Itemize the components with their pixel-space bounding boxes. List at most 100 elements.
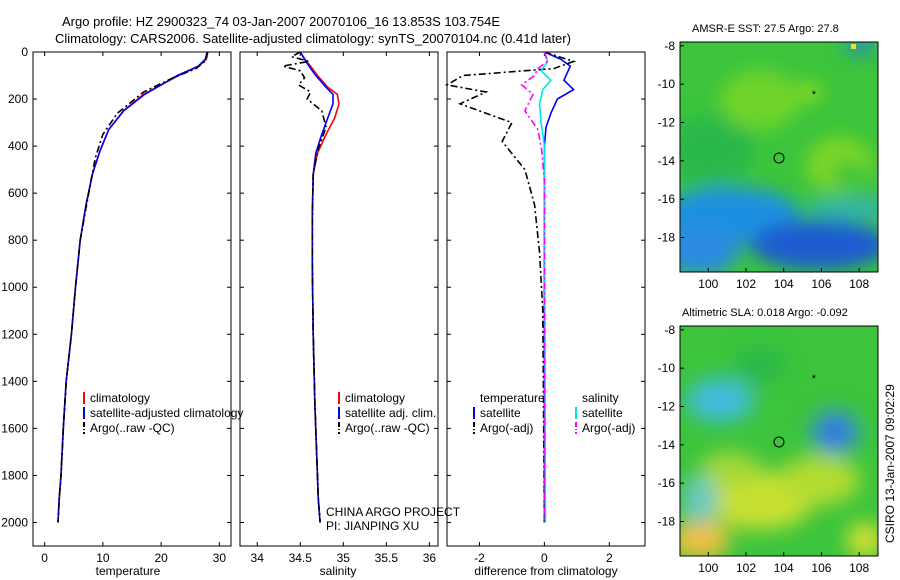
legend-label-climatology: climatology (90, 391, 150, 405)
map-y-tick-label: -16 (658, 476, 676, 490)
map-y-tick-label: -12 (658, 400, 676, 414)
map-x-tick-label: 108 (849, 277, 869, 291)
map-x-tick-label: 106 (811, 277, 831, 291)
depth-tick-label: 2000 (1, 515, 28, 529)
map-y-tick-label: -8 (664, 39, 675, 53)
depth-tick-label: 0 (21, 45, 28, 59)
depth-tick-group: 0 200 400 600 800 1000 1200 1400 1600 1800 2000 (1, 45, 645, 529)
x-tick-label: 0 (541, 551, 548, 565)
series-line-satellite-adj-clim- (299, 51, 334, 523)
title-line-2: Climatology: CARS2006. Satellite-adjuste… (55, 31, 571, 46)
legend-label-temp-satellite: satellite (480, 406, 521, 420)
difference-legend: temperature satellite Argo(-adj) salinit… (473, 391, 635, 435)
depth-tick-label: 1600 (1, 421, 28, 435)
sst-map (680, 42, 878, 272)
map-x-tick-label: 106 (811, 561, 831, 575)
legend-heading-temperature: temperature (480, 391, 545, 405)
x-tick-label: 20 (154, 551, 168, 565)
temperature-x-label: temperature (96, 564, 161, 578)
legend-label-argo: Argo(..raw -QC) (345, 421, 430, 435)
depth-tick-label: 1800 (1, 468, 28, 482)
side-timestamp: CSIRO 13-Jan-2007 09:02:29 (883, 384, 897, 543)
map-x-tick-label: 102 (736, 561, 756, 575)
legend-label-temp-argo: Argo(-adj) (480, 421, 533, 435)
map-x-tick-label: 104 (774, 561, 794, 575)
depth-tick-label: 400 (8, 139, 28, 153)
sst-map-ticks: 100 102 104 106 108 -8 -10 -12 -14 -16 -18 (658, 39, 870, 291)
salinity-axes-frame (239, 51, 439, 547)
x-tick-label: 35.5 (375, 551, 399, 565)
salinity-x-label: salinity (320, 564, 357, 578)
map-y-tick-label: -10 (658, 361, 676, 375)
map-y-tick-label: -8 (664, 323, 675, 337)
legend-heading-salinity: salinity (582, 391, 619, 405)
temperature-axes-frame (32, 51, 232, 547)
legend-label-climatology: climatology (345, 391, 405, 405)
depth-tick-label: 200 (8, 92, 28, 106)
legend-label-argo: Argo(..raw -QC) (90, 421, 175, 435)
temperature-x-ticks: 0 10 20 30 (41, 52, 226, 565)
map-y-tick-label: -14 (658, 154, 676, 168)
sla-map-ticks: 100 102 104 106 108 -8 -10 -12 -14 -16 -18 (658, 323, 870, 575)
map-x-tick-label: 100 (698, 561, 718, 575)
legend-label-satellite: satellite-adjusted climatology (90, 406, 243, 420)
sla-map-frame (679, 325, 879, 557)
x-tick-label: 30 (213, 551, 227, 565)
temperature-series (57, 51, 209, 523)
x-tick-label: 34 (251, 551, 265, 565)
sla-map-markers: * (773, 373, 817, 448)
temperature-legend: climatology satellite-adjusted climatolo… (83, 391, 243, 435)
depth-tick-label: 1400 (1, 374, 28, 388)
star-marker: * (812, 89, 817, 101)
x-tick-label: 35 (337, 551, 351, 565)
project-pi: PI: JIANPING XU (326, 519, 419, 533)
salinity-legend: climatology satellite adj. clim. Argo(..… (338, 391, 436, 435)
x-tick-label: 36 (423, 551, 437, 565)
x-tick-label: 0 (41, 551, 48, 565)
difference-series (444, 51, 577, 523)
series-line-argo-adj- (444, 51, 577, 523)
series-line-climatology (57, 51, 209, 523)
depth-tick-label: 600 (8, 186, 28, 200)
series-line-satellite-adjusted-climatology (57, 51, 208, 523)
x-tick-label: 10 (96, 551, 110, 565)
series-line-argo-raw-qc- (57, 51, 209, 523)
profile-location-circle (773, 436, 785, 448)
legend-label-sal-satellite: satellite (582, 406, 623, 420)
legend-label-satellite: satellite adj. clim. (345, 406, 436, 420)
map-x-tick-label: 102 (736, 277, 756, 291)
map-y-tick-label: -18 (658, 231, 676, 245)
legend-label-sal-argo: Argo(-adj) (582, 421, 635, 435)
map-y-tick-label: -12 (658, 116, 676, 130)
series-line-argo-raw-qc- (282, 51, 327, 523)
difference-x-label: difference from climatology (474, 564, 617, 578)
map-x-tick-label: 104 (774, 277, 794, 291)
sla-map-title: Altimetric SLA: 0.018 Argo: -0.092 (682, 307, 848, 319)
depth-tick-label: 1000 (1, 280, 28, 294)
map-y-tick-label: -18 (658, 515, 676, 529)
salinity-x-ticks: 34 34.5 35 35.5 36 (251, 52, 437, 565)
project-name: CHINA ARGO PROJECT (326, 505, 461, 519)
sst-map-markers: * (773, 89, 817, 164)
sst-map-frame (679, 41, 879, 273)
map-y-tick-label: -14 (658, 438, 676, 452)
depth-tick-label: 800 (8, 233, 28, 247)
map-y-tick-label: -16 (658, 192, 676, 206)
difference-x-ticks: -2 0 2 (474, 52, 613, 565)
profile-location-circle (773, 152, 785, 164)
salinity-series (282, 51, 340, 523)
title-line-1: Argo profile: HZ 2900323_74 03-Jan-2007 … (62, 14, 500, 29)
series-line-satellite (543, 51, 575, 523)
depth-tick-label: 1200 (1, 327, 28, 341)
x-tick-label: -2 (474, 551, 485, 565)
x-tick-label: 2 (606, 551, 613, 565)
map-x-tick-label: 108 (849, 561, 869, 575)
sla-map (680, 326, 878, 556)
map-y-tick-label: -10 (658, 77, 676, 91)
star-marker: * (812, 373, 817, 385)
map-x-tick-label: 100 (698, 277, 718, 291)
sst-map-title: AMSR-E SST: 27.5 Argo: 27.8 (692, 23, 839, 35)
series-line-climatology (299, 51, 340, 523)
x-tick-label: 34.5 (289, 551, 313, 565)
